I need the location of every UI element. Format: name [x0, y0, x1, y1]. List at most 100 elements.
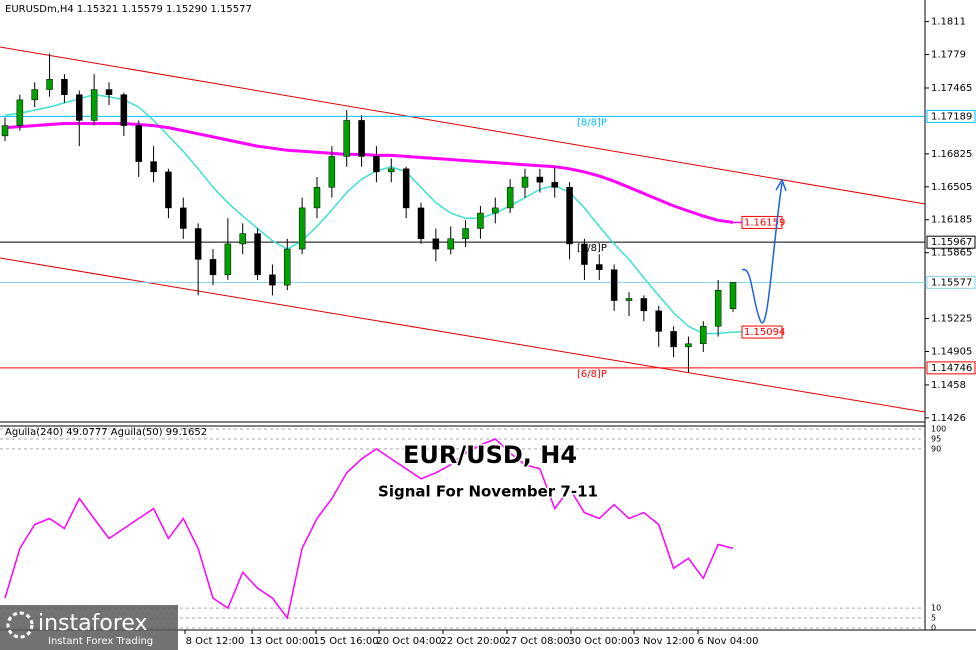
candle-body: [224, 243, 232, 276]
candle-body: [432, 238, 440, 250]
candle-body: [477, 212, 484, 229]
candle-body: [729, 282, 737, 309]
level-label: 1.14746: [931, 363, 972, 374]
y-tick-label: 1.1458: [931, 380, 966, 391]
ma-label-box: [741, 215, 783, 229]
y-tick-label: 0: [931, 624, 936, 633]
level-label: 1.15577: [931, 277, 972, 288]
y-tick-label: 1.1811: [931, 17, 966, 28]
candle-body: [1, 125, 9, 137]
candle-body: [640, 298, 648, 312]
overlay-subtitle: Signal For November 7-11: [378, 483, 598, 501]
y-tick-label: 5: [931, 614, 936, 623]
arrow-head: [775, 178, 787, 192]
candle-body: [596, 264, 603, 270]
candle-body: [610, 269, 618, 301]
chart-title: EURUSDm,H4 1.15321 1.15579 1.15290 1.155…: [5, 4, 252, 15]
candle-body: [150, 161, 157, 173]
level-label: 1.15967: [931, 237, 972, 248]
level-label: 1.17189: [931, 111, 972, 122]
y-tick-label: 1.15865: [931, 248, 972, 259]
y-tick-label: 1.16825: [931, 149, 972, 160]
x-tick-label: 22 Oct 20:00: [440, 636, 505, 647]
logo-bg: [0, 605, 178, 650]
y-tick-label: 1.16505: [931, 182, 972, 193]
candle-body: [581, 243, 588, 265]
candle-body: [670, 331, 677, 348]
candle-body: [373, 156, 380, 173]
candle-body: [685, 343, 692, 348]
projection-arrow: [741, 182, 783, 324]
main-panel: 1.1811 1.1779 1.17465 1.16825 1.16505 1.16185…: [0, 17, 976, 647]
logo-icon: [6, 611, 34, 639]
indicator-line: [4, 438, 734, 620]
level-name: [8/8]P: [577, 117, 607, 128]
candle-body: [298, 207, 306, 250]
candle-body: [506, 187, 514, 209]
x-tick-label: 8 Oct 12:00: [186, 636, 245, 647]
candle-body: [209, 259, 217, 276]
candle-body: [120, 94, 128, 126]
candle-body: [90, 89, 98, 121]
candle-body: [194, 228, 202, 260]
y-tick-label: 10: [931, 604, 941, 613]
y-tick-label: 1.14905: [931, 346, 972, 357]
y-tick-label: 1.1426: [931, 413, 966, 424]
candle-body: [536, 176, 544, 183]
candle-body: [328, 156, 336, 188]
candle-body: [492, 207, 499, 214]
channel-lower: [0, 257, 926, 413]
y-tick-label: 100: [931, 425, 946, 434]
level-label-box: [926, 361, 976, 375]
candle-body: [180, 207, 187, 229]
level-name: [7/8]P: [577, 243, 607, 254]
x-tick-label: 20 Oct 04:00: [376, 636, 441, 647]
candle-body: [358, 120, 365, 157]
candle-body: [551, 181, 558, 188]
y-tick-label: 1.15225: [931, 314, 972, 325]
level-label-box: [926, 235, 976, 249]
x-tick-label: 3 Nov 12:00: [633, 636, 694, 647]
candle-body: [31, 89, 38, 101]
ma-label-box: [741, 325, 783, 339]
candle-body: [254, 233, 261, 276]
candle-body: [343, 120, 350, 157]
candle-body: [447, 238, 454, 250]
level-label-box: [926, 275, 976, 289]
candle-body: [105, 89, 113, 95]
candle-body: [625, 298, 633, 301]
candle-body: [313, 187, 321, 209]
candle-body: [566, 187, 573, 245]
candle-body: [700, 326, 707, 345]
x-tick-label: 13 Oct 00:00: [249, 636, 314, 647]
candle-body: [269, 274, 276, 286]
ma-label: 1.16159: [744, 217, 785, 228]
candle-body: [16, 99, 24, 126]
candle-body: [388, 168, 395, 173]
x-tick-label: 6 Nov 04:00: [697, 636, 758, 647]
logo: instaforex Instant Forex Trading: [0, 605, 178, 650]
candle-body: [417, 207, 425, 240]
y-tick-label: 1.1779: [931, 50, 966, 61]
logo-name: instaforex: [38, 611, 148, 636]
logo-tagline: Instant Forex Trading: [48, 636, 153, 647]
candle-body: [76, 94, 83, 121]
ma-label: 1.15094: [744, 327, 785, 338]
level-label-box: [926, 109, 976, 123]
channel-upper: [0, 46, 926, 205]
x-tick-label: 15 Oct 16:00: [313, 636, 378, 647]
candle-body: [521, 176, 529, 188]
y-tick-label: 95: [931, 434, 941, 443]
x-tick-label: 30 Oct 00:00: [568, 636, 633, 647]
candle-body: [714, 290, 722, 327]
candle-body: [284, 248, 291, 286]
candle-body: [135, 125, 142, 162]
candle-body: [655, 310, 662, 332]
candle-body: [239, 233, 246, 245]
overlay-title: EUR/USD, H4: [403, 441, 577, 469]
y-tick-label: 90: [931, 444, 941, 453]
level-name: [6/8]P: [577, 369, 607, 380]
